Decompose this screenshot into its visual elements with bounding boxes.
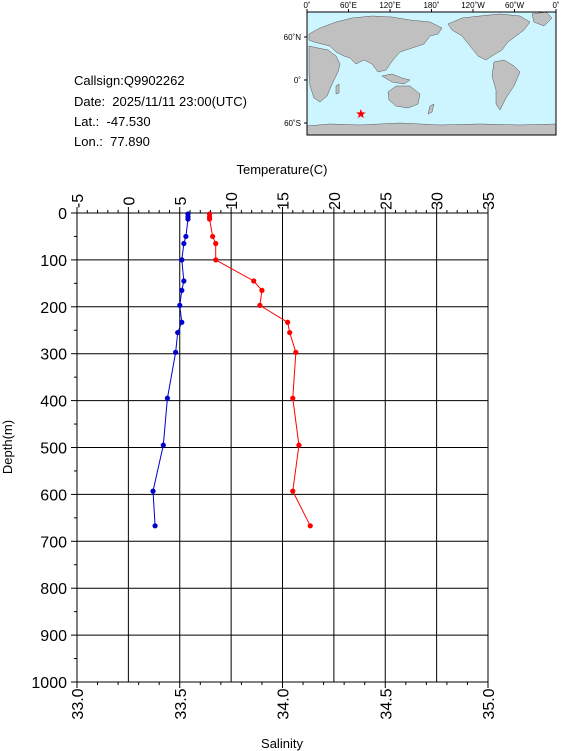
temperature-tick-label: 20	[327, 192, 344, 210]
salinity-tick-label: 34.5	[378, 688, 395, 719]
salinity-data-point	[181, 240, 187, 247]
longitude-text: Lon.: 77.890	[74, 134, 150, 149]
temperature-data-point	[206, 216, 213, 222]
temperature-data-point	[251, 278, 257, 284]
depth-tick-label: 900	[40, 628, 67, 645]
salinity-tick-label: 34.0	[276, 688, 293, 719]
map-lon-label: 60˚E	[340, 1, 357, 10]
depth-tick-label: 800	[40, 581, 67, 598]
salinity-data-point	[150, 488, 156, 494]
salinity-data-point	[181, 278, 187, 284]
temperature-data-point	[290, 488, 296, 494]
temperature-data-point	[293, 349, 299, 355]
depth-tick-label: 500	[40, 441, 67, 458]
map-lat-label: 0˚	[294, 76, 301, 85]
new-zealand-landmass	[427, 103, 435, 115]
location-map: 0˚ 60˚E 120˚E 180˚ 120˚W 60˚W 0˚ 60˚N 0˚ 60˚S	[284, 1, 560, 136]
indonesia-landmass	[381, 73, 411, 85]
depth-tick-label: 300	[40, 347, 67, 364]
south-america-landmass	[491, 59, 521, 111]
antarctica-landmass	[306, 122, 557, 136]
map-lon-label: 180˚	[423, 1, 439, 10]
temperature-profile-line	[209, 213, 311, 527]
depth-tick-label: 1000	[31, 675, 67, 692]
salinity-data-point	[179, 287, 185, 293]
map-lat-label: 60˚S	[284, 119, 301, 128]
depth-axis-label: Depth(m)	[0, 420, 15, 474]
salinity-profile-line	[152, 213, 189, 526]
temperature-data-point	[259, 287, 265, 293]
salinity-data-point	[152, 523, 158, 529]
map-lon-label: 0˚	[303, 1, 310, 10]
salinity-tick-label: 35.0	[481, 688, 498, 719]
temperature-data-point	[296, 442, 302, 448]
callsign-text: Callsign:Q9902262	[74, 73, 185, 88]
map-lat-label: 60˚N	[284, 33, 302, 42]
temperature-tick-label: 5	[173, 196, 190, 205]
temperature-axis-label: Temperature(C)	[236, 162, 327, 177]
depth-tick-label: 200	[40, 300, 67, 317]
salinity-tick-label: 33.0	[70, 688, 87, 719]
temperature-data-point	[210, 233, 216, 240]
depth-tick-label: 0	[58, 206, 67, 223]
temperature-data-point	[213, 240, 219, 247]
salinity-data-point	[177, 302, 183, 308]
star-icon	[356, 109, 366, 119]
temperature-data-point	[285, 319, 291, 325]
madagascar-landmass	[335, 83, 340, 95]
map-lon-label: 60˚W	[505, 1, 525, 10]
temperature-tick-label: 0	[121, 196, 138, 205]
depth-tick-label: 400	[40, 394, 67, 411]
australia-landmass	[387, 85, 421, 109]
temperature-tick-label: 10	[224, 192, 241, 210]
salinity-data-point	[164, 395, 171, 401]
salinity-data-point	[179, 319, 185, 325]
temperature-tick-label: 35	[481, 192, 498, 210]
temperature-data-point	[307, 523, 313, 529]
depth-tick-label: 600	[40, 487, 67, 504]
north-america-landmass	[447, 13, 531, 61]
latitude-text: Lat.: -47.530	[74, 114, 151, 129]
temperature-data-point	[290, 395, 296, 401]
temperature-tick-label: 15	[276, 192, 293, 210]
salinity-data-point	[175, 329, 181, 336]
africa-landmass	[308, 45, 341, 103]
salinity-data-point	[183, 233, 189, 240]
temperature-data-point	[257, 302, 263, 308]
map-lon-label: 120˚W	[461, 1, 485, 10]
salinity-axis-label: Salinity	[261, 736, 303, 751]
salinity-data-point	[173, 349, 179, 355]
temperature-tick-label: 25	[378, 192, 395, 210]
temperature-data-point	[213, 257, 219, 263]
depth-tick-label: 700	[40, 534, 67, 551]
map-lon-label: 0˚	[552, 1, 559, 10]
temperature-tick-label: -5	[70, 194, 87, 208]
eurasia-landmass	[308, 15, 443, 73]
temperature-data-point	[287, 329, 293, 336]
salinity-data-point	[185, 216, 191, 222]
map-lon-label: 120˚E	[379, 1, 400, 10]
depth-tick-label: 100	[40, 253, 67, 270]
salinity-data-point	[179, 257, 185, 263]
salinity-tick-label: 33.5	[173, 688, 190, 719]
salinity-data-point	[160, 442, 166, 448]
date-text: Date: 2025/11/11 23:00(UTC)	[74, 94, 247, 109]
temperature-tick-label: 30	[430, 192, 447, 210]
